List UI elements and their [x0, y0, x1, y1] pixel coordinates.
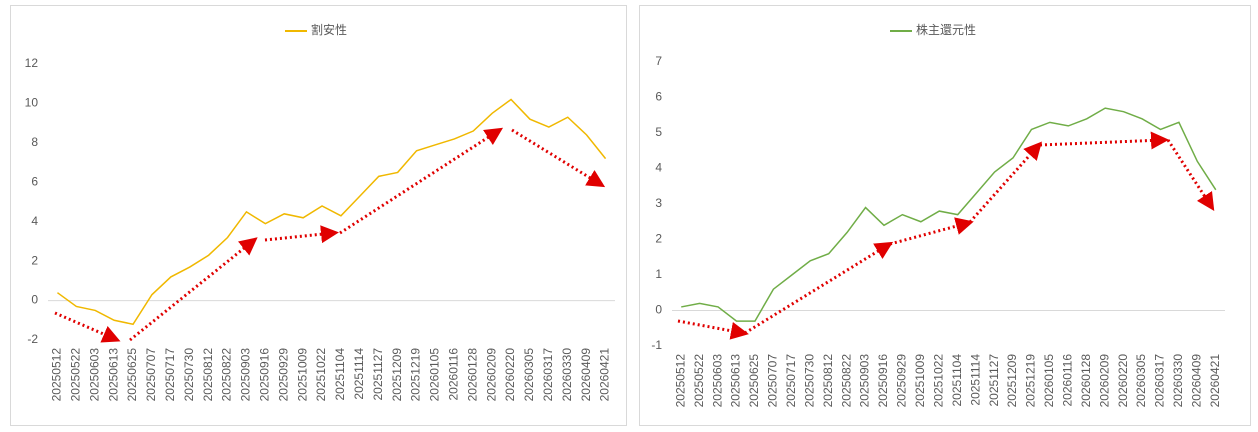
y-tick-label: 10 [25, 96, 39, 110]
x-tick-label: 20260409 [1190, 354, 1204, 408]
x-tick-label: 20250512 [673, 354, 687, 408]
x-tick-label: 20250903 [239, 348, 253, 402]
x-tick-label: 20260209 [1097, 354, 1111, 408]
x-tick-label: 20260116 [1060, 354, 1074, 407]
x-tick-label: 20251127 [987, 354, 1001, 407]
x-tick-label: 20260421 [598, 348, 612, 402]
y-tick-label: 8 [31, 135, 38, 149]
x-tick-label: 20260128 [465, 348, 479, 402]
x-tick-label: 20251209 [1005, 354, 1019, 408]
y-tick-label: 2 [31, 253, 38, 267]
y-tick-label: 7 [655, 54, 662, 68]
y-tick-label: 0 [655, 303, 662, 317]
x-tick-label: 20260305 [1134, 354, 1148, 408]
y-tick-label: 12 [25, 56, 39, 70]
x-tick-label: 20260220 [503, 348, 517, 402]
y-tick-label: 1 [655, 267, 662, 281]
x-tick-label: 20251219 [409, 348, 423, 402]
x-tick-label: 20251022 [314, 348, 328, 402]
x-tick-label: 20260317 [541, 348, 555, 402]
x-tick-label: 20250929 [895, 354, 909, 408]
x-tick-label: 20250522 [692, 354, 706, 408]
x-tick-label: 20250512 [50, 348, 64, 402]
x-tick-label: 20251114 [352, 348, 366, 400]
x-tick-label: 20260305 [522, 348, 536, 402]
x-tick-label: 20250603 [710, 354, 724, 408]
x-tick-label: 20260421 [1208, 354, 1222, 408]
x-tick-label: 20250822 [220, 348, 234, 402]
x-tick-label: 20250522 [69, 348, 83, 402]
x-tick-label: 20251219 [1024, 354, 1038, 408]
legend-label: 株主還元性 [916, 22, 976, 37]
x-tick-label: 20250717 [784, 354, 798, 408]
x-tick-label: 20260209 [484, 348, 498, 402]
x-tick-label: 20260116 [447, 348, 461, 401]
series-line [57, 98, 607, 326]
x-tick-label: 20251009 [295, 348, 309, 402]
x-tick-label: 20250613 [106, 348, 120, 402]
x-tick-label: 20250625 [125, 348, 139, 402]
y-tick-label: -1 [651, 338, 662, 352]
x-tick-label: 20250812 [821, 354, 835, 408]
x-tick-label: 20250707 [766, 354, 780, 408]
y-tick-label: 4 [655, 161, 662, 175]
x-tick-label: 20250717 [163, 348, 177, 402]
y-tick-label: 4 [31, 214, 38, 228]
panel [10, 5, 627, 426]
y-tick-label: 6 [31, 174, 38, 188]
x-tick-label: 20260409 [579, 348, 593, 402]
x-tick-label: 20250730 [802, 354, 816, 408]
x-tick-label: 20251104 [333, 348, 347, 401]
series-line [681, 107, 1217, 322]
y-tick-label: 3 [655, 196, 662, 210]
annotation-arrows [54, 127, 1215, 343]
x-tick-label: 20251104 [950, 354, 964, 407]
y-tick-label: 5 [655, 125, 662, 139]
x-tick-label: 20250625 [747, 354, 761, 408]
legend-label: 割安性 [311, 22, 347, 37]
x-tick-label: 20251009 [913, 354, 927, 408]
x-tick-label: 20250812 [201, 348, 215, 402]
y-tick-label: 6 [655, 90, 662, 104]
y-tick-label: -2 [27, 332, 38, 346]
x-tick-label: 20260220 [1116, 354, 1130, 408]
x-tick-label: 20260330 [1171, 354, 1185, 408]
x-tick-label: 20250613 [729, 354, 743, 408]
x-tick-label: 20250916 [258, 348, 272, 402]
x-tick-label: 20260330 [560, 348, 574, 402]
x-tick-label: 20260317 [1153, 354, 1167, 408]
x-tick-label: 20251127 [371, 348, 385, 401]
x-tick-label: 20251022 [931, 354, 945, 408]
x-tick-label: 20250916 [876, 354, 890, 408]
x-tick-label: 20250730 [182, 348, 196, 402]
x-tick-label: 20260128 [1079, 354, 1093, 408]
panel [639, 5, 1251, 426]
x-tick-label: 20251114 [968, 354, 982, 406]
x-tick-label: 20250903 [858, 354, 872, 408]
x-tick-label: 20250707 [144, 348, 158, 402]
x-tick-label: 20250603 [87, 348, 101, 402]
y-tick-label: 0 [31, 293, 38, 307]
x-tick-label: 20250822 [839, 354, 853, 408]
y-tick-label: 2 [655, 232, 662, 246]
x-tick-label: 20251209 [390, 348, 404, 402]
x-tick-label: 20250929 [276, 348, 290, 402]
x-tick-label: 20260105 [1042, 354, 1056, 408]
x-tick-label: 20260105 [428, 348, 442, 402]
